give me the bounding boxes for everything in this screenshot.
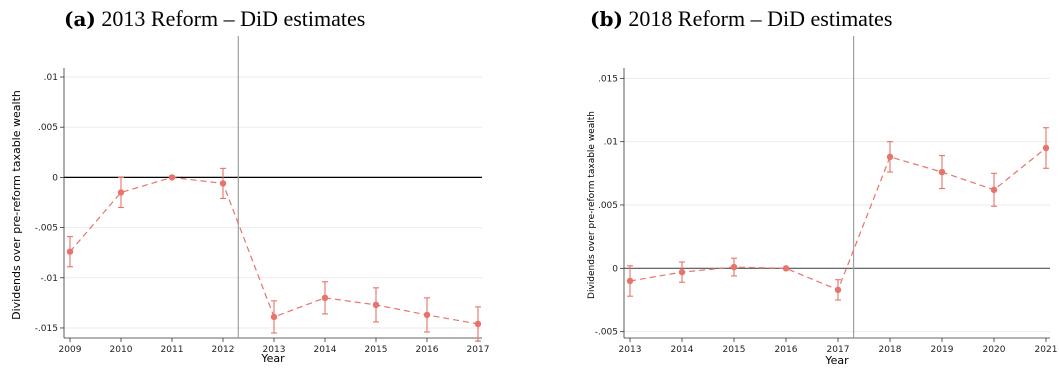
x-tick-label: 2019 [931,345,954,355]
chart-panel-b: -.005 0 .005 .01 .015 2013 2014 2015 2016 2017 201… [587,36,1057,367]
x-tick-label: 2016 [775,345,798,355]
x-tick-label: 2016 [416,345,439,355]
panel-a-label: (a) [64,7,96,31]
data-point [474,320,482,328]
x-tick-label: 2015 [723,345,746,355]
x-axis-title: Year [260,352,285,365]
x-axis-title: Year [824,354,849,367]
y-tick-label: -.005 [595,328,618,338]
y-tick-label: -.01 [40,274,58,284]
panel-a-title: (a) 2013 Reform – DiD estimates [64,6,365,32]
y-tick-label: .01 [44,73,58,83]
y-tick-label: 0 [52,173,58,183]
data-point [372,301,380,309]
data-point [730,263,738,271]
data-point [1042,144,1050,152]
data-point [626,277,634,285]
data-point [321,294,329,302]
data-point [938,168,946,176]
data-point [270,313,278,321]
x-tick-label: 2015 [365,345,388,355]
x-tick-label: 2011 [161,345,184,355]
data-point [990,186,998,193]
x-tick-label: 2017 [467,345,490,355]
y-axis-title: Dividends over pre-reform taxable wealth [587,111,597,299]
y-tick-label: .005 [38,123,58,133]
y-tick-label: -.015 [35,324,58,334]
x-tick-label: 2014 [314,345,337,355]
x-tick-label: 2017 [827,345,850,355]
data-point [423,311,431,319]
y-axis-title: Dividends over pre-reform taxable wealth [10,90,23,320]
x-tick-label: 2012 [212,345,235,355]
y-tick-label: .005 [598,201,618,211]
panel-b-label: (b) [590,7,623,31]
y-tick-label: .01 [604,138,618,148]
x-tick-label: 2010 [110,345,133,355]
y-tick-label: .015 [598,74,618,84]
y-tick-label: -.005 [35,224,58,234]
y-tick-label: 0 [612,264,618,274]
x-tick-label: 2009 [59,345,82,355]
x-tick-label: 2021 [1035,345,1058,355]
panel-b-title: (b) 2018 Reform – DiD estimates [590,6,892,32]
x-tick-label: 2013 [263,345,286,355]
data-point [117,189,125,196]
data-point [834,286,842,294]
panel-b-title-text: 2018 Reform – DiD estimates [628,6,893,31]
x-tick-label: 2013 [619,345,642,355]
data-point [219,180,227,187]
x-tick-label: 2020 [983,345,1006,355]
x-tick-label: 2018 [879,345,902,355]
panel-a-title-text: 2013 Reform – DiD estimates [101,6,366,31]
data-point [66,248,74,255]
data-point [168,174,176,181]
data-point [678,268,686,276]
x-tick-label: 2014 [671,345,694,355]
data-point [886,153,894,161]
chart-panel-a: -.015 -.01 -.005 0 .005 .01 2009 2010 2011 2012 20… [10,36,489,365]
data-point [782,265,790,272]
